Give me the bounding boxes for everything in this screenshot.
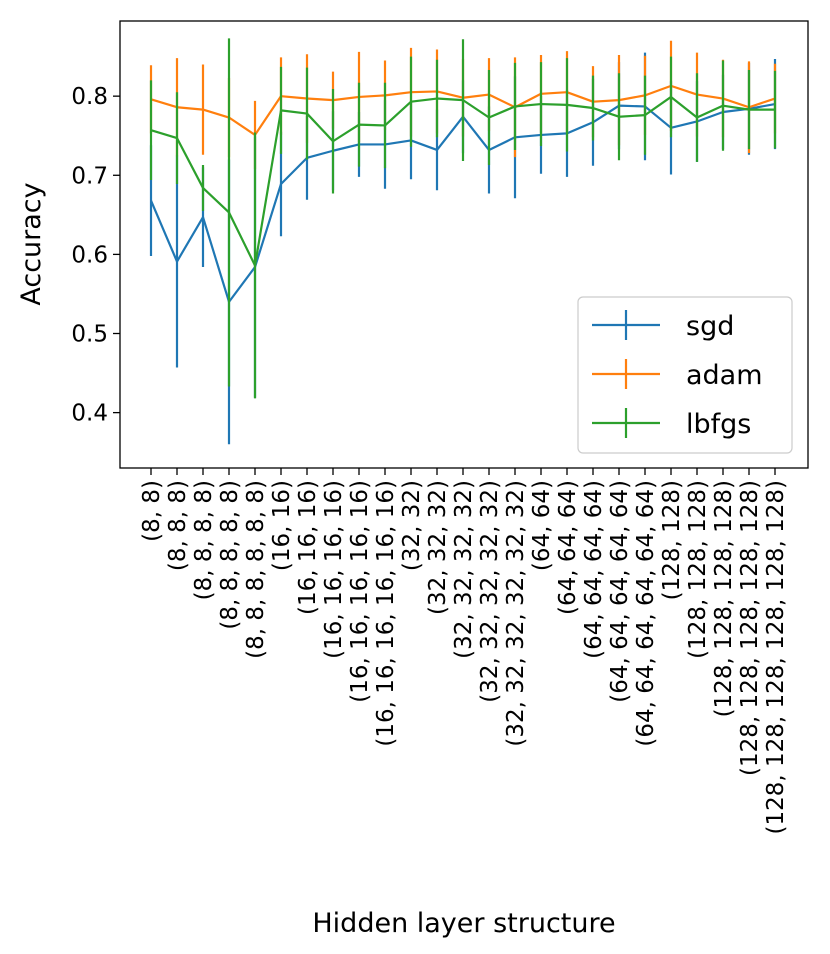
x-tick-label: (128, 128, 128, 128, 128) <box>737 480 763 776</box>
x-tick-label: (32, 32, 32) <box>425 480 451 615</box>
x-tick-label: (8, 8, 8) <box>165 480 191 571</box>
y-axis-title: Accuracy <box>16 182 47 305</box>
x-tick-label: (128, 128, 128, 128, 128, 128) <box>763 480 789 834</box>
y-tick-label: 0.7 <box>71 163 108 189</box>
x-tick-label: (64, 64, 64, 64, 64) <box>607 480 633 703</box>
x-tick-label: (64, 64, 64) <box>555 480 581 615</box>
x-tick-label: (16, 16, 16, 16, 16, 16) <box>373 480 399 747</box>
x-tick-label: (32, 32, 32, 32, 32) <box>477 480 503 703</box>
x-tick-label: (64, 64, 64, 64, 64, 64) <box>633 480 659 747</box>
legend: sgd adam lbfgs <box>577 296 793 454</box>
x-tick-label: (16, 16, 16, 16, 16) <box>347 480 373 703</box>
y-axis: 0.4 0.5 0.6 0.7 0.8 <box>71 84 120 427</box>
x-tick-label: (8, 8, 8, 8, 8, 8) <box>243 480 269 659</box>
x-tick-label: (8, 8, 8, 8) <box>191 480 217 600</box>
x-tick-label: (16, 16, 16) <box>295 480 321 615</box>
x-axis-title: Hidden layer structure <box>312 908 615 939</box>
x-tick-label: (8, 8) <box>139 480 165 542</box>
legend-label-adam: adam <box>686 360 763 391</box>
x-tick-label: (32, 32, 32, 32) <box>451 480 477 659</box>
x-tick-label: (16, 16) <box>269 480 295 571</box>
x-tick-label: (128, 128, 128, 128) <box>711 480 737 717</box>
x-tick-label: (128, 128) <box>659 480 685 600</box>
legend-label-lbfgs: lbfgs <box>686 409 751 440</box>
x-tick-label: (16, 16, 16, 16) <box>321 480 347 659</box>
y-tick-label: 0.4 <box>71 401 108 427</box>
y-tick-label: 0.5 <box>71 322 108 348</box>
legend-box <box>577 296 793 454</box>
x-axis: (8, 8) (8, 8, 8) (8, 8, 8, 8) (8, 8, 8, 8, … <box>139 468 789 834</box>
series-lbfgs <box>149 38 777 399</box>
x-tick-label: (128, 128, 128) <box>685 480 711 659</box>
y-tick-label: 0.8 <box>71 84 108 110</box>
y-tick-label: 0.6 <box>71 242 108 268</box>
x-tick-label: (64, 64) <box>529 480 555 571</box>
lbfgs-line <box>150 95 775 267</box>
plot-frame <box>119 20 809 469</box>
legend-label-sgd: sgd <box>686 311 734 342</box>
x-tick-label: (32, 32) <box>399 480 425 571</box>
x-tick-label: (8, 8, 8, 8, 8) <box>217 480 243 630</box>
x-tick-label: (64, 64, 64, 64) <box>581 480 607 659</box>
series-layer <box>149 38 777 445</box>
x-tick-label: (32, 32, 32, 32, 32, 32) <box>503 480 529 747</box>
